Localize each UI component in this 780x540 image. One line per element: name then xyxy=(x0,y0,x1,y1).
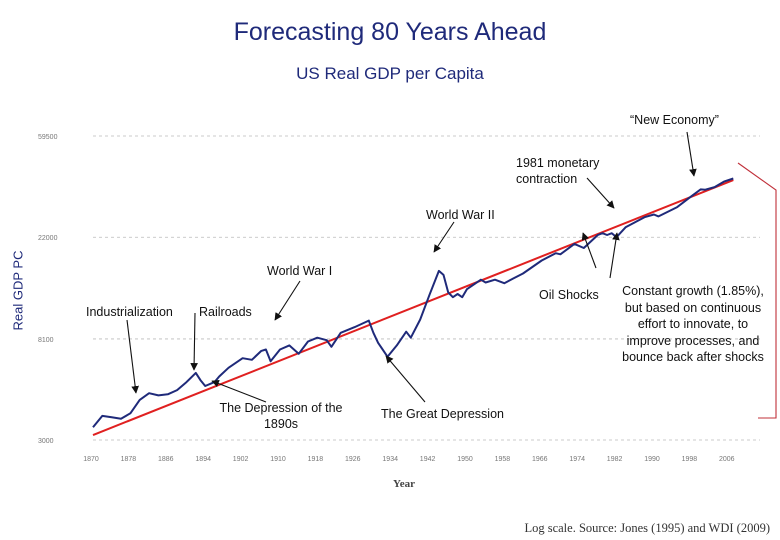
x-tick-label: 2006 xyxy=(719,456,735,463)
x-tick-label: 1934 xyxy=(382,456,398,463)
annotation-monetary: 1981 monetary contraction xyxy=(516,156,600,186)
x-tick-label: 1958 xyxy=(495,456,511,463)
x-tick-label: 1918 xyxy=(308,456,324,463)
annotation-new-economy: “New Economy” xyxy=(630,113,719,127)
trend-line xyxy=(92,179,734,436)
x-tick-label: 1990 xyxy=(644,456,660,463)
x-tick-label: 1982 xyxy=(607,456,623,463)
y-tick-label: 59500 xyxy=(38,134,58,141)
annotation-depression-1890s: The Depression of the 1890s xyxy=(219,401,343,431)
constant-growth-note: Constant growth (1.85%), but based on co… xyxy=(622,284,764,364)
annotation-ww2: World War II xyxy=(426,208,495,222)
x-tick-label: 1942 xyxy=(420,456,436,463)
x-tick-label: 1926 xyxy=(345,456,361,463)
source-note: Log scale. Source: Jones (1995) and WDI … xyxy=(524,521,770,535)
x-tick-label: 1894 xyxy=(195,456,211,463)
y-tick-label: 3000 xyxy=(38,438,54,445)
arrow-monetary xyxy=(586,177,615,209)
annotation-industrialization: Industrialization xyxy=(86,305,173,319)
x-tick-label: 1998 xyxy=(682,456,698,463)
x-tick-label: 1966 xyxy=(532,456,548,463)
x-tick-label: 1910 xyxy=(270,456,286,463)
arrow-ww1 xyxy=(274,280,301,321)
annotation-great-depression: The Great Depression xyxy=(381,407,504,421)
arrow-ww2 xyxy=(433,221,455,253)
callout-box-outline xyxy=(737,162,777,419)
x-tick-label: 1902 xyxy=(233,456,249,463)
arrow-industrialization xyxy=(126,319,139,394)
page-title: Forecasting 80 Years Ahead xyxy=(233,18,547,46)
arrow-new-economy xyxy=(686,131,697,177)
y-tick-label: 22000 xyxy=(38,235,58,242)
x-tick-label: 1886 xyxy=(158,456,174,463)
annotation-ww1: World War I xyxy=(267,264,333,278)
y-tick-label: 8100 xyxy=(38,337,54,344)
x-tick-label: 1950 xyxy=(457,456,473,463)
x-tick-label: 1878 xyxy=(121,456,137,463)
arrow-oil-1 xyxy=(581,232,597,269)
annotation-oil: Oil Shocks xyxy=(539,288,599,302)
arrow-oil-2 xyxy=(609,232,620,279)
annotation-railroads: Railroads xyxy=(199,305,252,319)
x-tick-label: 1870 xyxy=(83,456,99,463)
arrow-railroads xyxy=(190,312,198,371)
gdp-series-line xyxy=(92,177,734,428)
x-tick-label: 1974 xyxy=(569,456,585,463)
arrow-depression-1890s xyxy=(211,379,267,403)
arrow-great-depression xyxy=(385,355,426,403)
chart-subtitle: US Real GDP per Capita xyxy=(296,64,484,83)
x-axis-label: Year xyxy=(393,478,415,490)
